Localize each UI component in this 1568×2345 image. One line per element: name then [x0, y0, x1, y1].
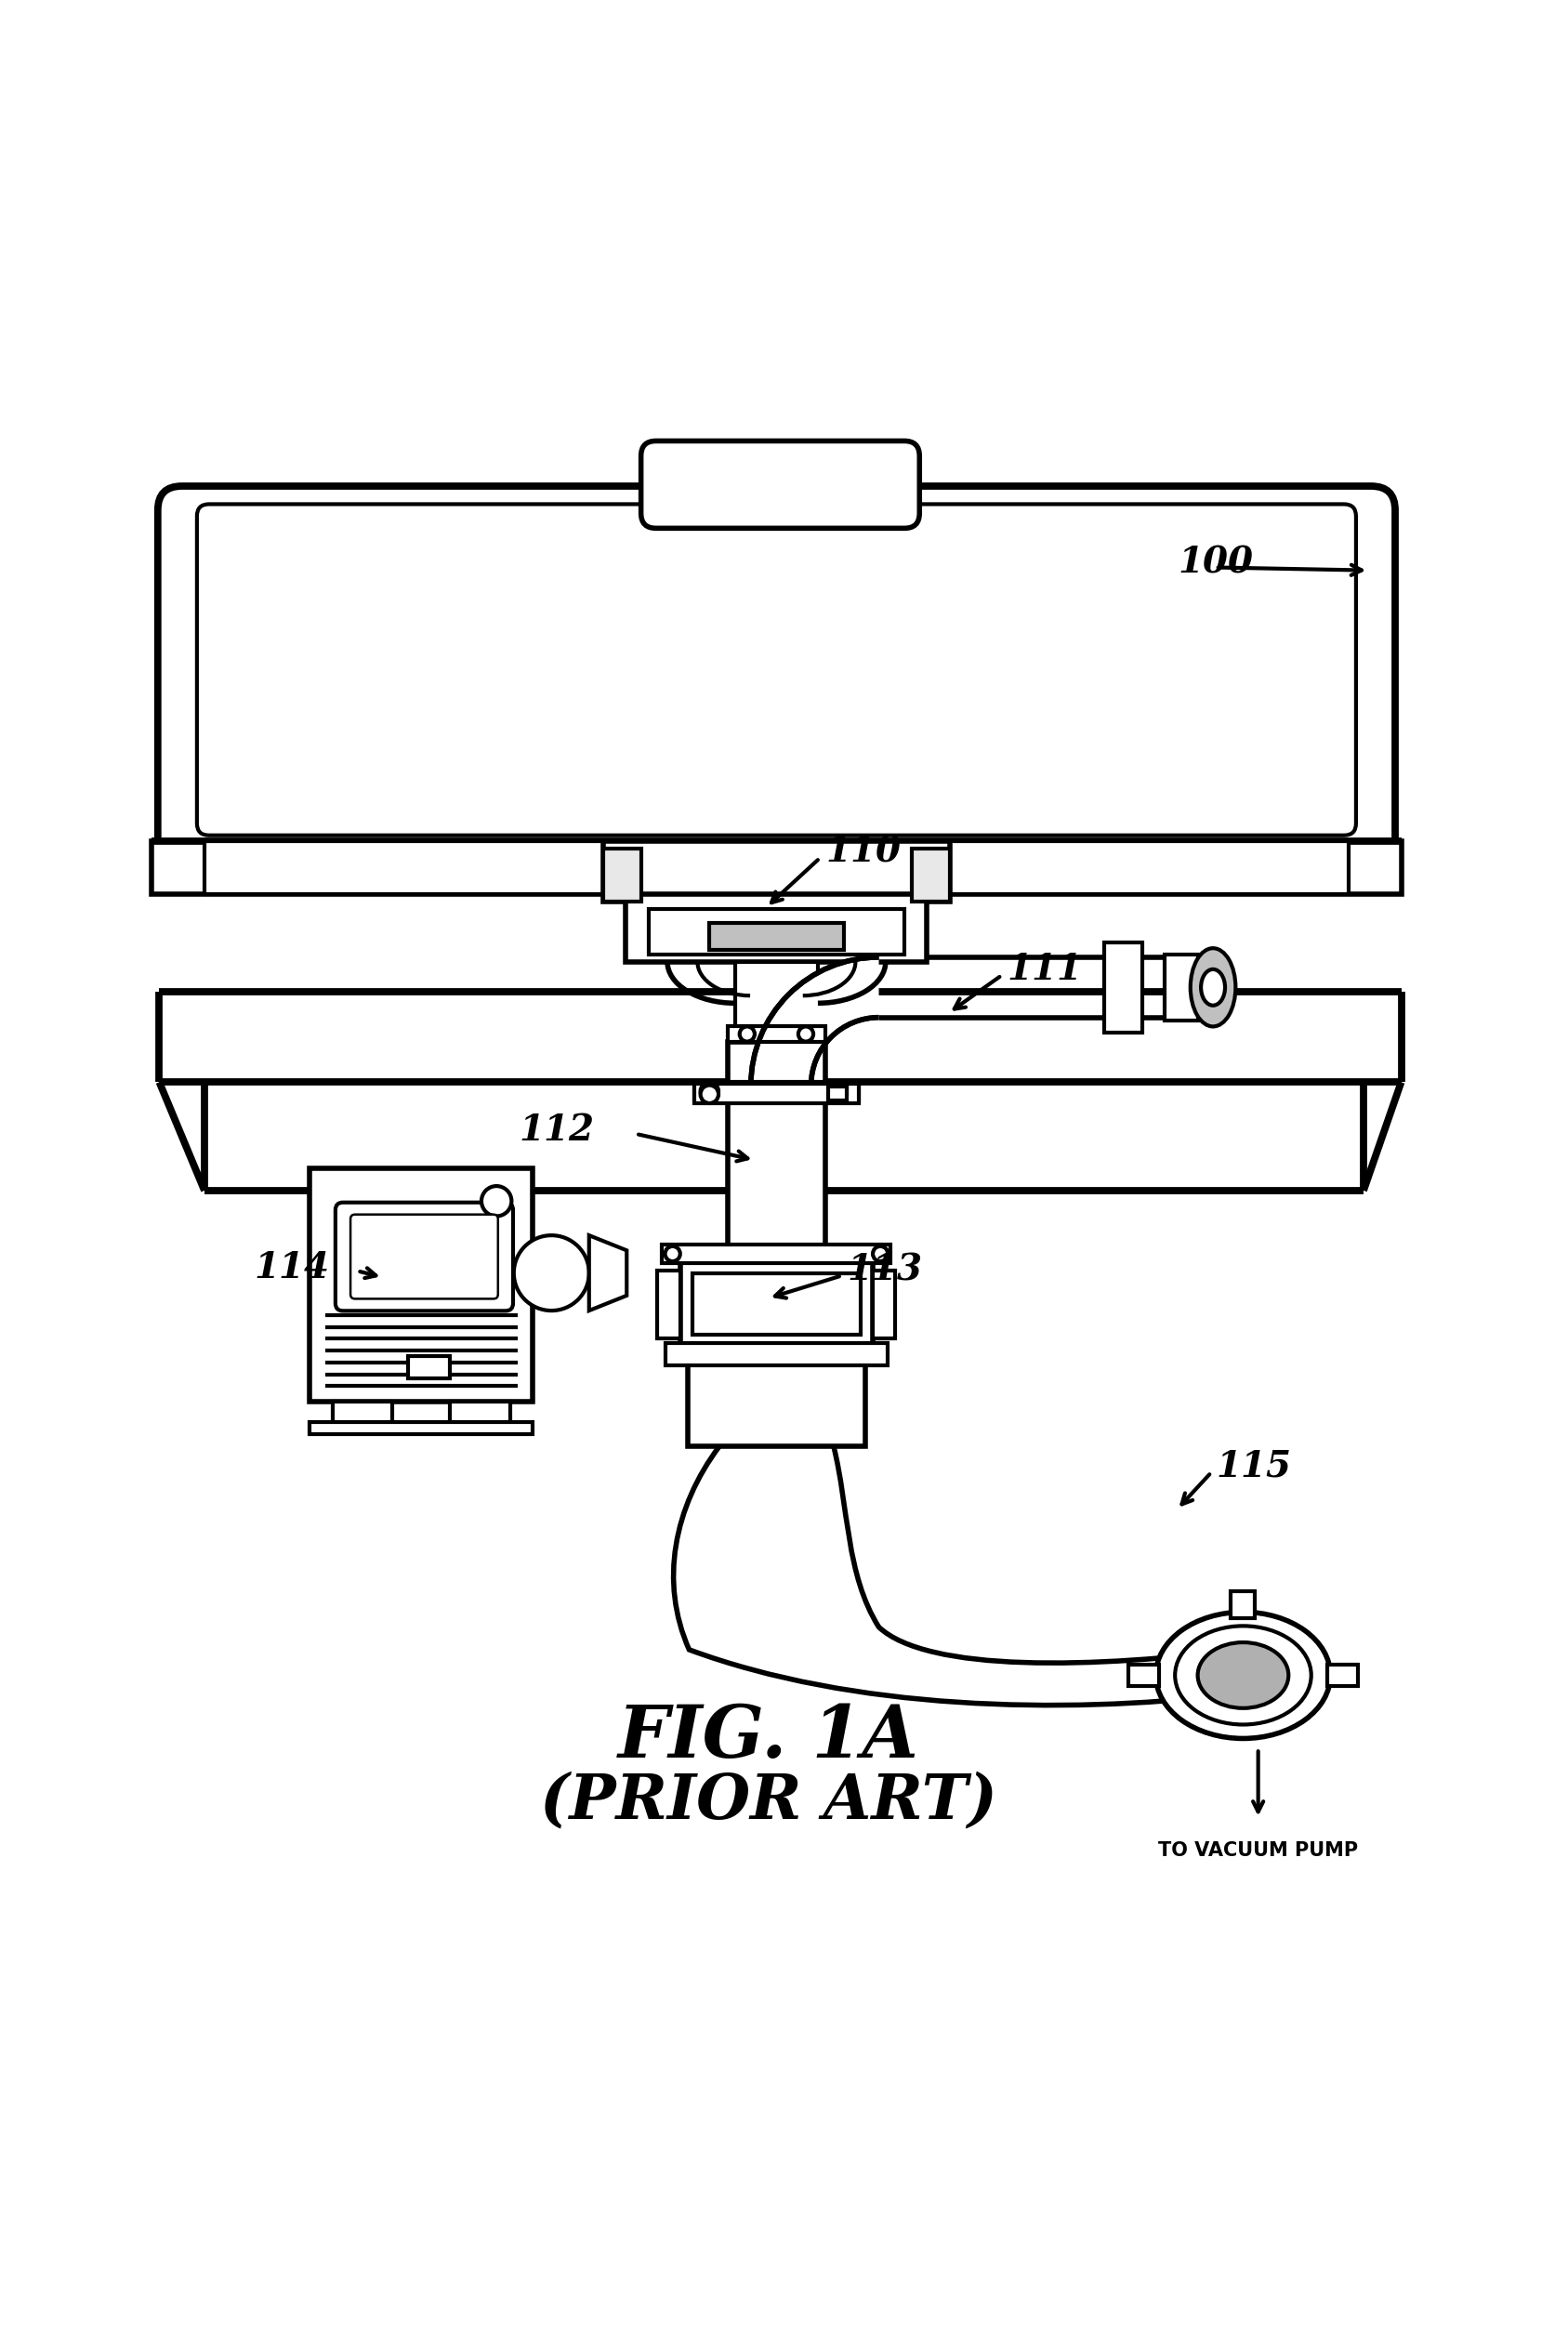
Ellipse shape — [1201, 968, 1225, 1006]
Ellipse shape — [1198, 1641, 1289, 1707]
Bar — [1129, 1665, 1159, 1686]
Bar — [450, 1402, 510, 1428]
Circle shape — [701, 1081, 718, 1100]
Bar — [831, 1083, 847, 1095]
Bar — [1231, 1590, 1254, 1618]
FancyBboxPatch shape — [351, 1215, 499, 1299]
FancyBboxPatch shape — [641, 441, 919, 528]
Wedge shape — [751, 957, 878, 1086]
Text: 113: 113 — [847, 1252, 922, 1287]
Bar — [1165, 954, 1198, 1020]
FancyBboxPatch shape — [158, 485, 1396, 865]
Bar — [695, 1081, 859, 1100]
Bar — [204, 842, 1348, 893]
Bar — [332, 1402, 392, 1428]
Text: 110: 110 — [826, 835, 902, 870]
Bar — [828, 1086, 847, 1100]
Bar — [735, 961, 818, 1029]
Bar — [695, 1083, 859, 1102]
Ellipse shape — [1156, 1611, 1330, 1738]
Circle shape — [701, 1086, 718, 1102]
Ellipse shape — [1190, 947, 1236, 1027]
Text: (PRIOR ART): (PRIOR ART) — [541, 1770, 997, 1831]
Text: 112: 112 — [519, 1112, 594, 1149]
Bar — [913, 849, 950, 900]
Bar — [665, 1344, 887, 1365]
FancyBboxPatch shape — [198, 504, 1356, 835]
Circle shape — [740, 1027, 754, 1041]
Circle shape — [514, 1236, 590, 1311]
Bar — [873, 1271, 895, 1339]
FancyBboxPatch shape — [336, 1203, 513, 1311]
Bar — [728, 1086, 825, 1264]
Text: 115: 115 — [1217, 1449, 1292, 1484]
Text: 114: 114 — [254, 1250, 329, 1285]
Bar — [604, 849, 641, 900]
Bar — [310, 1423, 533, 1435]
Text: 111: 111 — [1007, 952, 1082, 987]
Circle shape — [665, 1245, 681, 1262]
Bar — [662, 1245, 891, 1264]
Bar — [691, 1273, 861, 1334]
Bar — [681, 1262, 873, 1344]
Circle shape — [873, 1245, 887, 1262]
Bar — [1328, 1665, 1358, 1686]
Bar — [310, 1168, 533, 1402]
Bar — [152, 842, 1402, 893]
Circle shape — [798, 1027, 814, 1041]
Bar — [626, 893, 927, 961]
Polygon shape — [590, 1236, 627, 1311]
Bar — [709, 922, 844, 950]
Ellipse shape — [1174, 1625, 1311, 1724]
Bar — [649, 910, 905, 954]
Text: TO VACUUM PUMP: TO VACUUM PUMP — [1159, 1841, 1358, 1860]
Bar — [604, 842, 950, 900]
Bar — [1104, 943, 1142, 1032]
Bar — [408, 1355, 450, 1379]
Circle shape — [481, 1187, 511, 1217]
Bar — [688, 1344, 866, 1447]
Bar — [728, 1041, 825, 1086]
Bar — [657, 1271, 681, 1339]
Text: FIG. 1A: FIG. 1A — [618, 1702, 919, 1773]
Bar — [728, 1027, 825, 1041]
Text: 100: 100 — [1179, 544, 1254, 582]
